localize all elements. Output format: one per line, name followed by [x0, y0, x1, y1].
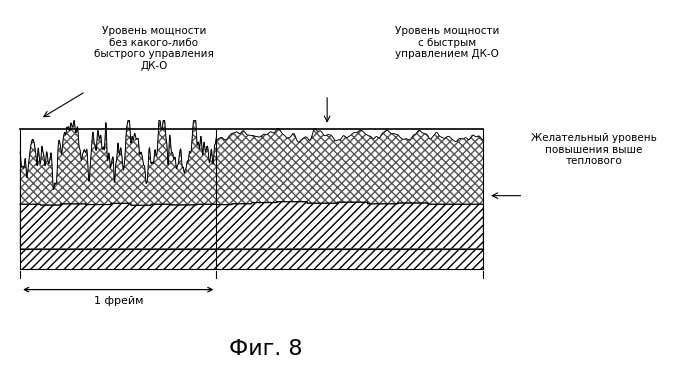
Text: Желательный уровень
повышения выше
теплового: Желательный уровень повышения выше тепло…: [531, 133, 657, 166]
Text: 1 фрейм: 1 фрейм: [94, 297, 143, 306]
Text: Уровень мощности
без какого-либо
быстрого управления
ДК-О: Уровень мощности без какого-либо быстрог…: [94, 26, 214, 71]
Text: Фиг. 8: Фиг. 8: [229, 339, 303, 359]
Text: Уровень мощности
с быстрым
управлением ДК-О: Уровень мощности с быстрым управлением Д…: [395, 26, 500, 59]
Polygon shape: [20, 249, 483, 269]
